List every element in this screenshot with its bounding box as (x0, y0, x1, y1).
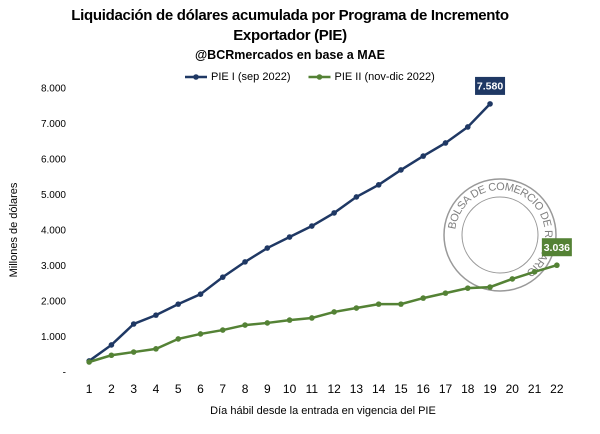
x-tick-label: 22 (550, 382, 564, 396)
x-tick-label: 7 (219, 382, 226, 396)
x-tick-label: 3 (130, 382, 137, 396)
point (108, 352, 115, 359)
y-tick-label: 5.000 (41, 190, 66, 201)
point (264, 320, 271, 326)
point (175, 301, 182, 307)
seal: BOLSA DE COMERCIO DE ROSARIO (443, 178, 557, 292)
point (309, 315, 315, 321)
y-tick-label: 6.000 (41, 155, 66, 166)
point (531, 269, 538, 275)
x-tick-label: 6 (197, 382, 204, 396)
y-tick-label: 8.000 (41, 84, 66, 95)
point (286, 317, 293, 323)
point (197, 331, 204, 337)
point (398, 167, 404, 173)
x-tick-label: 16 (417, 382, 431, 396)
point (509, 276, 516, 282)
point (487, 284, 493, 290)
seal-ring (443, 178, 557, 292)
point (353, 194, 360, 200)
point (375, 182, 382, 188)
point (398, 301, 404, 307)
point (242, 259, 248, 265)
point (331, 309, 337, 315)
x-tick-label: 21 (528, 382, 542, 396)
legend-marker (193, 74, 199, 80)
x-tick-label: 12 (327, 382, 341, 396)
data-label: 7.580 (477, 81, 503, 93)
point (175, 336, 182, 342)
x-axis-label: Día hábil desde la entrada en vigencia d… (210, 405, 436, 417)
y-tick-label: 2.000 (41, 297, 66, 308)
y-tick-label: 4.000 (41, 226, 66, 237)
point (108, 342, 115, 348)
x-tick-label: 2 (108, 382, 115, 396)
point (242, 322, 248, 328)
point (353, 305, 360, 311)
point (420, 295, 427, 301)
x-tick-label: 17 (439, 382, 453, 396)
point (219, 274, 226, 280)
point (197, 291, 204, 297)
legend-label: PIE II (nov-dic 2022) (335, 71, 435, 83)
data-label-box (541, 238, 572, 257)
legend-label: PIE I (sep 2022) (211, 71, 291, 83)
point (286, 234, 293, 240)
y-tick-label: 7.000 (41, 119, 66, 130)
legend-marker (316, 74, 323, 80)
point (153, 346, 159, 352)
y-tick-label: 1.000 (41, 332, 66, 343)
x-tick-label: 14 (372, 382, 386, 396)
point (219, 327, 226, 333)
x-tick-label: 19 (483, 382, 497, 396)
x-tick-label: 8 (242, 382, 249, 396)
series-line (88, 264, 558, 364)
seal-ring (461, 196, 539, 274)
chart-subtitle: @BCRmercados en base a MAE (194, 48, 386, 62)
point (264, 245, 271, 251)
data-label-box (475, 76, 506, 95)
point (331, 210, 337, 216)
x-tick-label: 1 (86, 382, 93, 396)
point (86, 359, 92, 365)
point (375, 301, 382, 307)
point (420, 153, 427, 159)
x-tick-label: 4 (153, 382, 160, 396)
point (153, 312, 159, 318)
x-tick-label: 9 (264, 382, 271, 396)
x-tick-label: 15 (394, 382, 408, 396)
y-tick-label: 3.000 (41, 261, 66, 272)
point (554, 262, 560, 269)
point (487, 101, 493, 107)
x-tick-label: 5 (175, 382, 182, 396)
point (309, 223, 315, 229)
x-tick-label: 13 (350, 382, 364, 396)
x-tick-label: 11 (306, 382, 319, 396)
x-tick-label: 10 (283, 382, 297, 396)
y-axis-label: Millones de dólares (8, 182, 20, 277)
point (130, 349, 137, 355)
point (464, 124, 471, 130)
chart-title: Liquidación de dólares acumulada por Pro… (71, 7, 509, 44)
data-label: 3.036 (544, 242, 570, 254)
point (442, 290, 449, 296)
point (130, 321, 137, 327)
x-tick-label: 20 (506, 382, 520, 396)
point (442, 140, 449, 146)
y-tick-label: - (63, 368, 66, 379)
x-tick-label: 18 (461, 382, 475, 396)
point (464, 285, 471, 291)
